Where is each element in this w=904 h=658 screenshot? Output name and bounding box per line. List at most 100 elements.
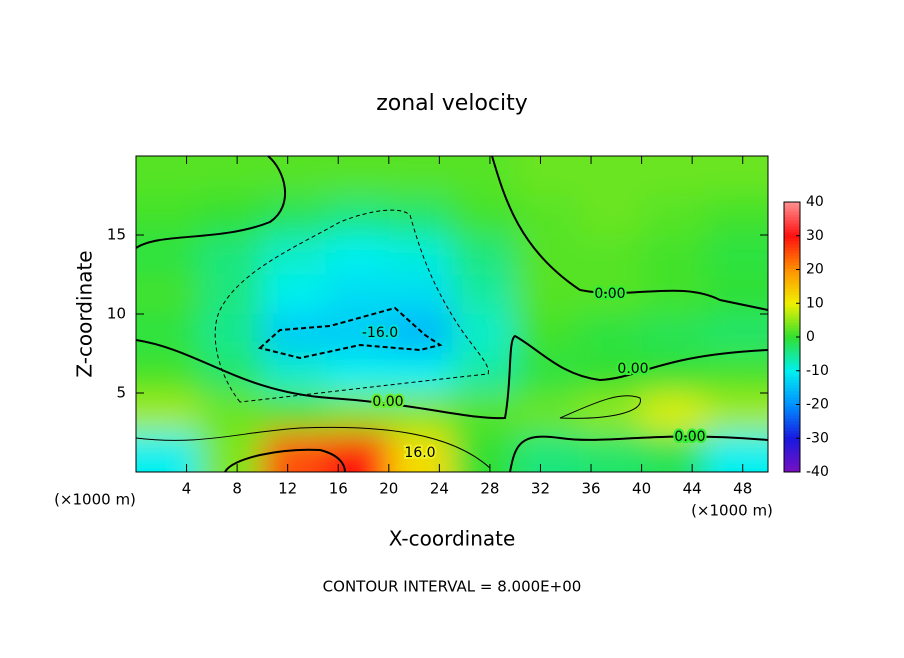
colorbar-step [784,235,800,239]
cell [641,353,706,394]
cell [515,274,579,315]
colorbar-step [784,343,800,347]
y-tick-label: 15 [107,226,126,244]
contour-label: 0.00 [372,394,403,410]
x-tick-label: 48 [733,480,752,498]
colorbar-step [784,205,800,209]
colorbar-step [784,418,800,422]
colorbar-step [784,430,800,434]
contour-line [136,156,286,249]
y-tick-label: 10 [107,305,126,323]
cell [515,235,579,275]
cell [136,274,200,315]
cell [136,393,200,433]
y-axis-title: Z-coordinate [73,250,97,377]
x-tick-label: 8 [232,480,242,498]
cell [136,235,200,275]
colorbar-step [784,385,800,389]
colorbar-step [784,379,800,383]
colorbar-step [784,469,800,473]
colorbar-tick-label: -30 [806,430,829,446]
x-tick-label: 4 [182,480,192,498]
colorbar-step [784,229,800,233]
colorbar-step [784,238,800,242]
contour-line [214,209,489,403]
cell [199,274,263,315]
footer-note: CONTOUR INTERVAL = 8.000E+00 [323,578,582,596]
colorbar-step [784,250,800,254]
colorbar-tick-label: 10 [806,295,824,311]
cell [452,235,516,275]
cell [578,156,643,196]
colorbar-step [784,376,800,380]
cell [388,393,453,433]
cell [388,353,453,394]
cell [704,393,768,433]
colorbar-tick-label: -10 [806,363,829,379]
cell [452,314,516,354]
colorbar-step [784,442,800,446]
colorbar-step [784,439,800,443]
chart-title: zonal velocity [376,91,528,116]
colorbar-step [784,436,800,440]
colorbar-step [784,448,800,452]
cell [388,432,453,472]
cell [578,314,643,354]
colorbar-step [784,412,800,416]
x-tick-label: 12 [278,480,297,498]
y-tick-label: 5 [116,384,126,402]
cell [641,156,706,196]
cell [452,274,516,315]
contour-line [257,306,443,360]
cell [262,353,327,394]
colorbar-step [784,211,800,215]
cell [199,314,263,354]
colorbar-step [784,370,800,374]
colorbar-step [784,337,800,341]
contour-line [491,156,768,311]
colorbar-step [784,220,800,224]
colorbar-step [784,265,800,269]
colorbar-step [784,427,800,431]
x-unit: (×1000 m) [691,502,773,520]
cell [641,274,706,315]
colorbar-step [784,349,800,353]
colorbar-step [784,289,800,293]
cell [641,393,706,433]
cell [325,432,390,472]
colorbar-step [784,445,800,449]
cell [641,195,706,236]
cell [515,393,579,433]
contour-label: 16.0 [404,445,435,461]
cell [388,235,453,275]
colorbar-step [784,424,800,428]
cell [578,274,643,315]
cell [136,195,200,236]
cell [704,353,768,394]
cell [136,353,200,394]
colorbar-step [784,259,800,263]
contour-line [136,334,768,420]
cell [325,353,390,394]
cell [388,156,453,196]
colorbar-step [784,262,800,266]
colorbar-step [784,214,800,218]
colorbar: -40 -30 -20 -10 0 10 20 30 40 [783,194,829,480]
colorbar-step [784,316,800,320]
colorbar-step [784,406,800,410]
colorbar-step [784,382,800,386]
cell [262,393,327,433]
cell [325,156,390,196]
colorbar-step [784,307,800,311]
x-tick-label: 16 [329,480,348,498]
cell [515,195,579,236]
colorbar-step [784,268,800,272]
colorbar-step [784,271,800,275]
contour-label: 0.00 [594,286,625,302]
colorbar-step [784,457,800,461]
cell [262,156,327,196]
colorbar-step [784,217,800,221]
colorbar-step [784,403,800,407]
cell [578,393,643,433]
cell [325,235,390,275]
